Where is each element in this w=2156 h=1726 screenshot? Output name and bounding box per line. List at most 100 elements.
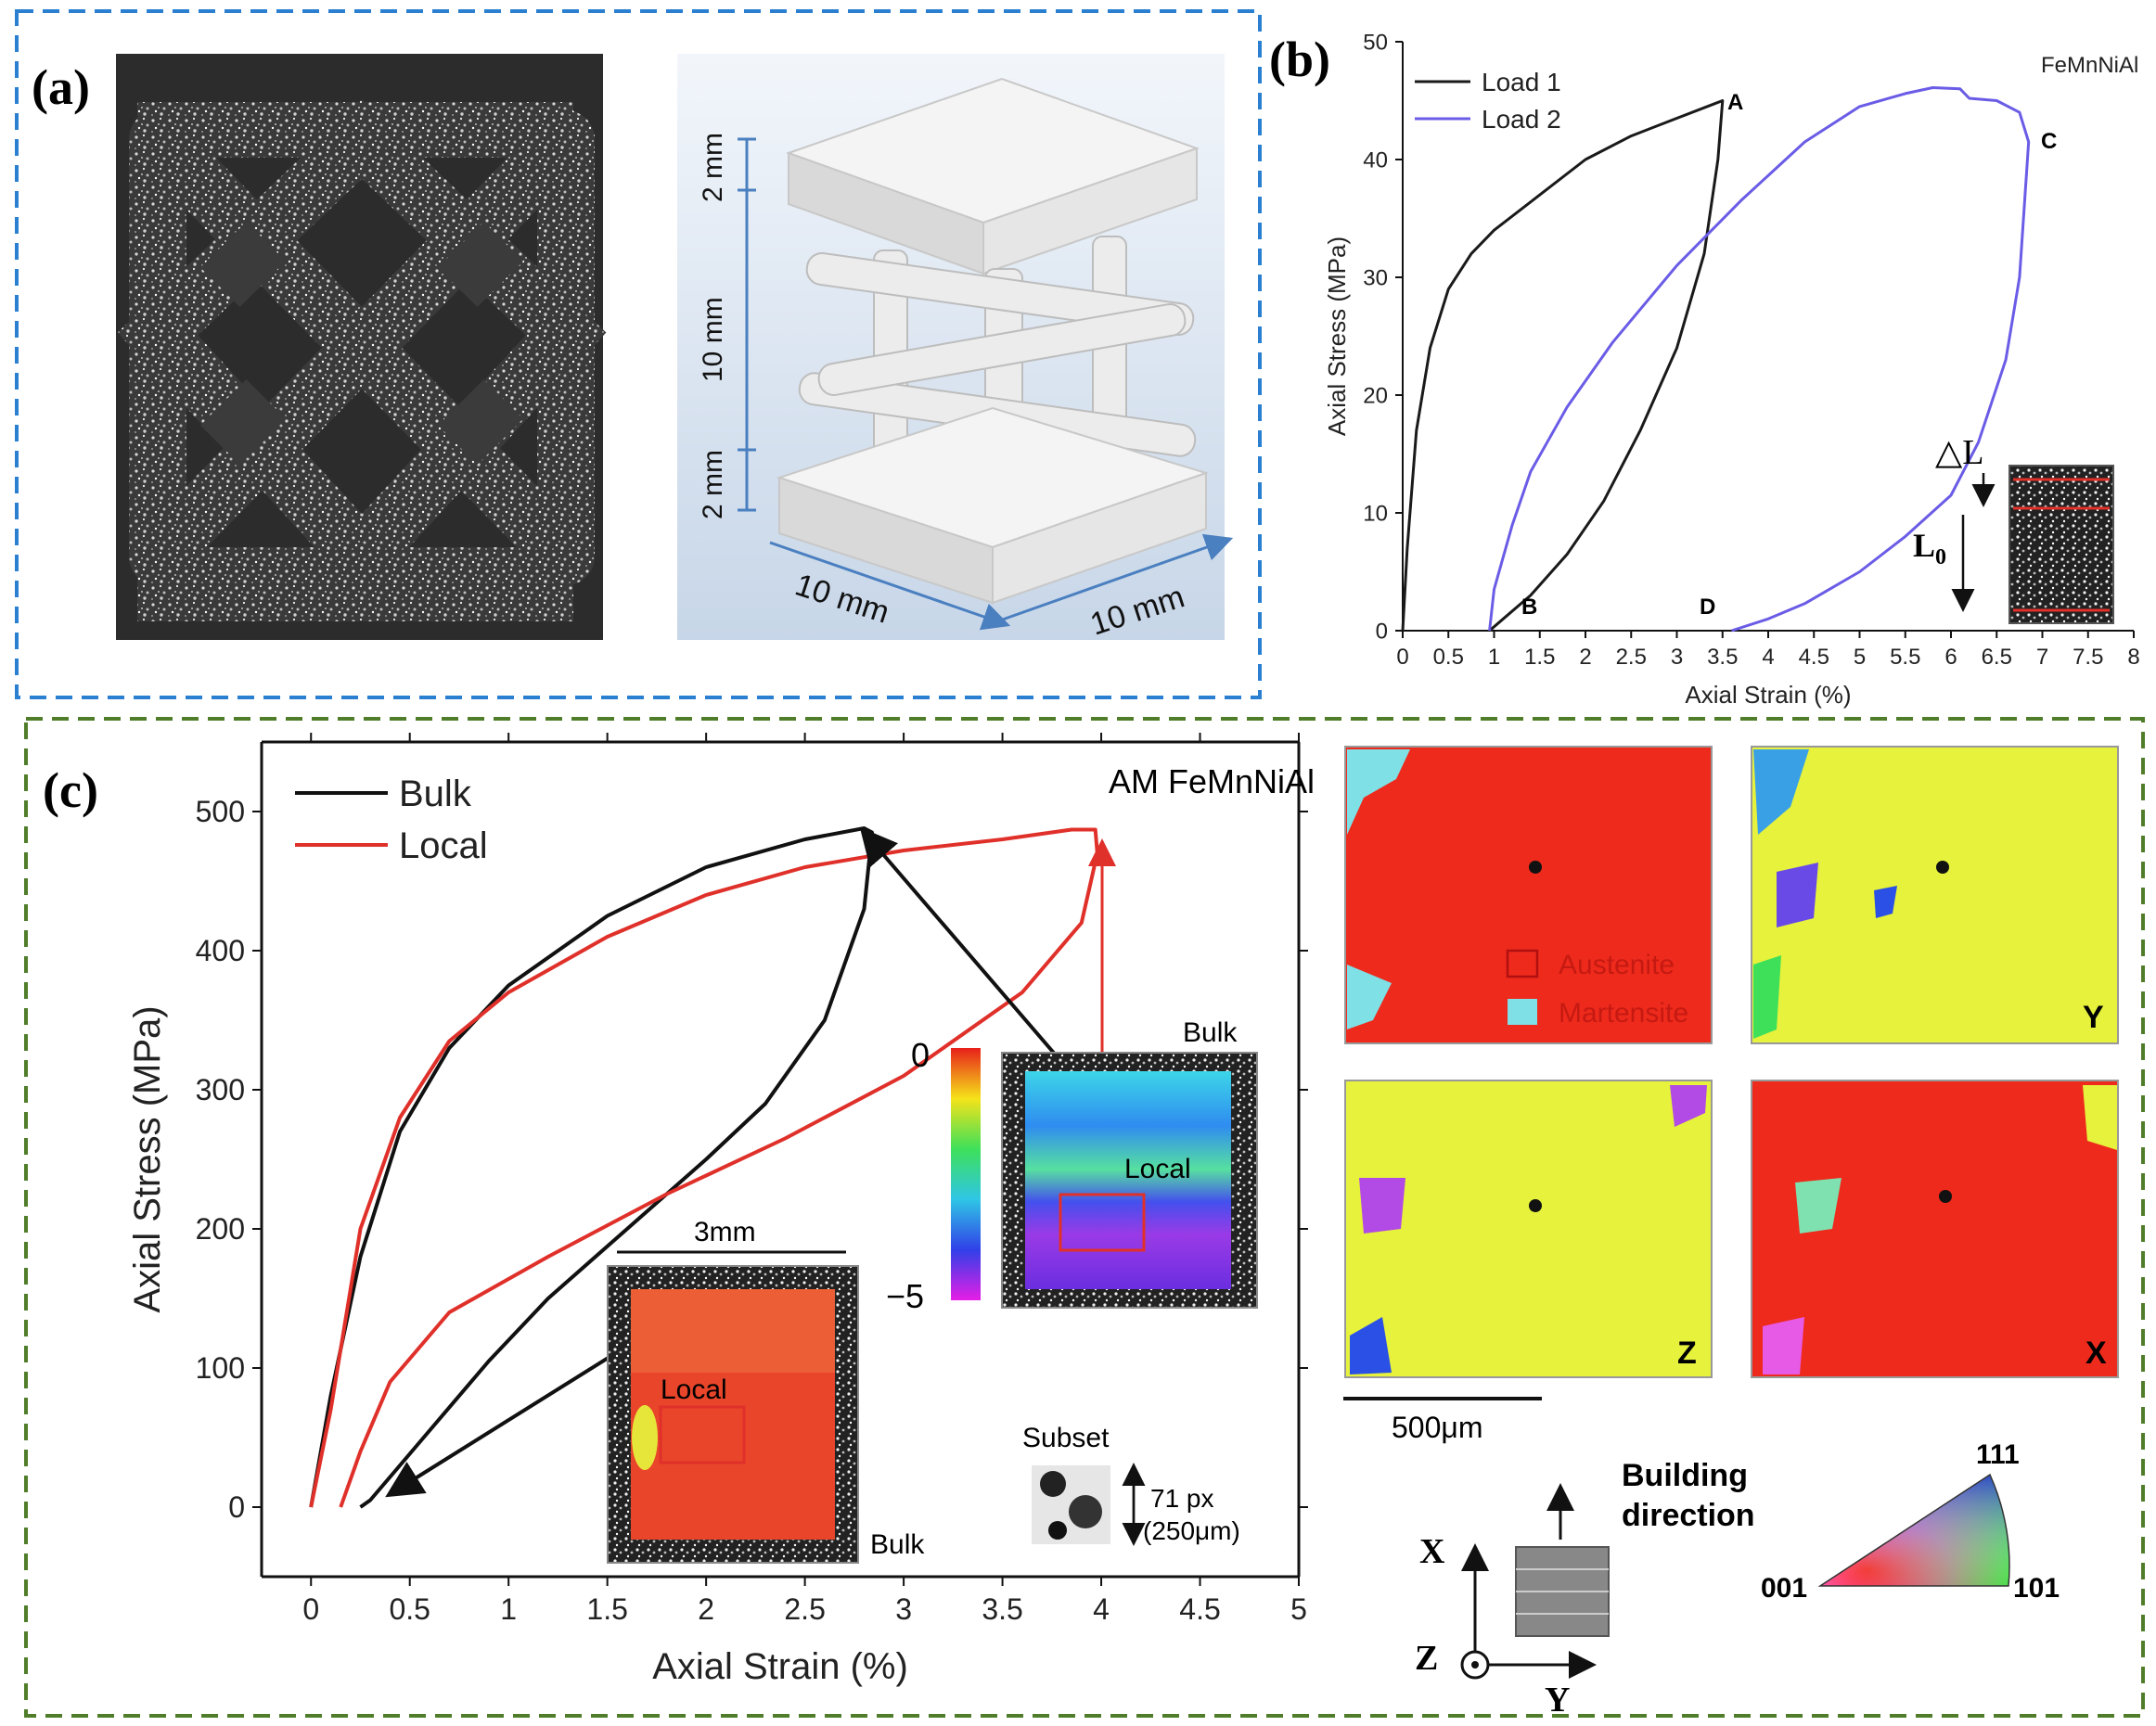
y-tick-label: 500 bbox=[196, 795, 245, 828]
martensite-label: Martensite bbox=[1559, 998, 1688, 1029]
ipf-101: 101 bbox=[2013, 1573, 2060, 1604]
x-tick-label: 1.5 bbox=[1524, 645, 1555, 670]
series-line-2 bbox=[309, 827, 1099, 1508]
ipf-letter-x: X bbox=[2085, 1336, 2107, 1371]
l0-sub: 0 bbox=[1935, 545, 1946, 569]
panel-c: (c) 0 0.5 1 1.5 2 2.5 3 3.5 4 4.5 5 0 100 200 300 400 50… bbox=[24, 717, 2145, 1720]
y-tick-label: 0 bbox=[1376, 619, 1388, 644]
local-box-initial bbox=[659, 1405, 746, 1464]
x-tick-label: 1.5 bbox=[586, 1592, 627, 1626]
x-tick-label: 5.5 bbox=[1890, 645, 1920, 670]
y-tick-label: 400 bbox=[196, 934, 245, 967]
dim-middle: 10 mm bbox=[698, 297, 728, 382]
colorbar-bottom: −5 bbox=[886, 1277, 924, 1315]
delta-l-label: △L bbox=[1935, 433, 1983, 472]
x-tick-label: 0.5 bbox=[389, 1592, 430, 1626]
x-tick-label: 2.5 bbox=[1616, 645, 1647, 670]
lattice-photo bbox=[116, 54, 607, 640]
y-tick-label: 0 bbox=[228, 1490, 245, 1524]
series-line-1 bbox=[309, 826, 874, 1509]
dic-inset-loaded: Bulk Local 0 −5 bbox=[886, 1017, 1258, 1315]
point-d: D bbox=[1700, 595, 1715, 620]
series-line-2 bbox=[1488, 86, 2031, 633]
ipf-001: 001 bbox=[1761, 1573, 1807, 1604]
x-tick-label: 5 bbox=[1290, 1592, 1307, 1626]
x-tick-label: 3 bbox=[895, 1592, 912, 1626]
ipf-triangle: 111 001 101 bbox=[1761, 1439, 2060, 1604]
building-label-2: direction bbox=[1622, 1498, 1755, 1533]
y-tick-label: 200 bbox=[196, 1212, 245, 1246]
axis-y-label: Y bbox=[1545, 1681, 1570, 1720]
ebsd-ipf-z: Z bbox=[1344, 1080, 1713, 1378]
series-line-1 bbox=[1401, 99, 1725, 633]
x-tick-label: 0.5 bbox=[1433, 645, 1464, 670]
local-label-loaded: Local bbox=[1124, 1154, 1191, 1184]
x-tick-label: 4.5 bbox=[1799, 645, 1829, 670]
local-box-loaded bbox=[1059, 1193, 1146, 1252]
y-tick-label: 300 bbox=[196, 1073, 245, 1106]
x-tick-label: 4 bbox=[1762, 645, 1774, 670]
y-tick-label: 50 bbox=[1363, 30, 1388, 55]
chart-c: 0 0.5 1 1.5 2 2.5 3 3.5 4 4.5 5 0 100 200 300 400 500 Axi… bbox=[127, 733, 1308, 1687]
b-inset: △L L0 bbox=[1913, 433, 2114, 624]
axis-z-label: Z bbox=[1415, 1639, 1438, 1678]
panel-c-label: (c) bbox=[43, 762, 98, 818]
austenite-label: Austenite bbox=[1559, 950, 1675, 980]
subset-inset: Subset 71 px (250μm) bbox=[1022, 1423, 1240, 1546]
x-tick-label: 3.5 bbox=[982, 1592, 1022, 1626]
panel-a: (a) bbox=[15, 9, 1262, 699]
point-b: B bbox=[1521, 595, 1537, 620]
panel-a-label: (a) bbox=[32, 59, 90, 115]
y-tick-label: 30 bbox=[1363, 265, 1388, 290]
ebsd-scale-label: 500μm bbox=[1392, 1411, 1482, 1444]
x-tick-label: 4 bbox=[1093, 1592, 1110, 1626]
x-tick-label: 2 bbox=[698, 1592, 714, 1626]
subset-um: (250μm) bbox=[1143, 1516, 1240, 1545]
ipf-letter-z: Z bbox=[1677, 1336, 1697, 1371]
ebsd-phase-map: Austenite Martensite bbox=[1344, 746, 1713, 1044]
chart-c-title: AM FeMnNiAl bbox=[1109, 762, 1315, 800]
alloy-label: FeMnNiAl bbox=[2041, 53, 2138, 78]
colorbar bbox=[951, 1048, 981, 1300]
y-axis-label: Axial Stress (MPa) bbox=[1323, 237, 1351, 436]
x-tick-label: 4.5 bbox=[1179, 1592, 1220, 1626]
legend-label-1: Bulk bbox=[399, 774, 472, 814]
y-tick-label: 10 bbox=[1363, 501, 1388, 526]
dim-top: 2 mm bbox=[698, 133, 728, 202]
ebsd-ipf-y: Y bbox=[1751, 746, 2119, 1044]
cad-model: 2 mm 10 mm 2 mm 10 mm 10 mm bbox=[677, 54, 1234, 643]
x-tick-label: 7 bbox=[2036, 645, 2048, 670]
y-tick-label: 40 bbox=[1363, 147, 1388, 173]
panel-b-label: (b) bbox=[1269, 32, 1330, 87]
martensite-swatch bbox=[1508, 999, 1537, 1025]
x-axis-label: Axial Strain (%) bbox=[652, 1646, 908, 1687]
subset-px: 71 px bbox=[1150, 1484, 1214, 1513]
svg-text:L0: L0 bbox=[1913, 527, 1946, 569]
chart-b: 0 0.5 1 1.5 2 2.5 3 3.5 4 4.5 5 5.5 6 6.5 7 7.5 8 0 10 20 30… bbox=[1323, 30, 2140, 709]
x-axis-label: Axial Strain (%) bbox=[1685, 681, 1851, 709]
ebsd-ipf-x: X bbox=[1751, 1080, 2119, 1378]
panel-b: (b) 0 0.5 1 1.5 2 2.5 3 3.5 4 4.5 5 5.5 6 6.5 7 7.5 8 0 10… bbox=[1269, 30, 2140, 709]
ipf-111: 111 bbox=[1976, 1439, 2020, 1470]
x-tick-label: 3.5 bbox=[1707, 645, 1738, 670]
y-axis-label: Axial Stress (MPa) bbox=[127, 1005, 168, 1312]
bulk-label-initial: Bulk bbox=[870, 1529, 925, 1560]
x-tick-label: 7.5 bbox=[2073, 645, 2103, 670]
y-tick-label: 20 bbox=[1363, 383, 1388, 408]
legend-label-1: Load 1 bbox=[1482, 68, 1561, 96]
x-tick-label: 3 bbox=[1671, 645, 1683, 670]
x-tick-label: 5 bbox=[1854, 645, 1866, 670]
point-c: C bbox=[2041, 129, 2057, 154]
colorbar-top: 0 bbox=[911, 1036, 930, 1074]
arrow-to-start bbox=[385, 1348, 623, 1498]
axis-x-label: X bbox=[1419, 1532, 1444, 1571]
x-tick-label: 1 bbox=[1488, 645, 1500, 670]
panel-a-border bbox=[15, 9, 1262, 699]
building-label-1: Building bbox=[1622, 1458, 1748, 1493]
x-tick-label: 0 bbox=[1396, 645, 1408, 670]
bulk-label-loaded: Bulk bbox=[1183, 1017, 1238, 1048]
x-tick-label: 6 bbox=[1944, 645, 1957, 670]
scale-3mm: 3mm bbox=[694, 1217, 756, 1247]
y-tick-label: 100 bbox=[196, 1351, 245, 1385]
